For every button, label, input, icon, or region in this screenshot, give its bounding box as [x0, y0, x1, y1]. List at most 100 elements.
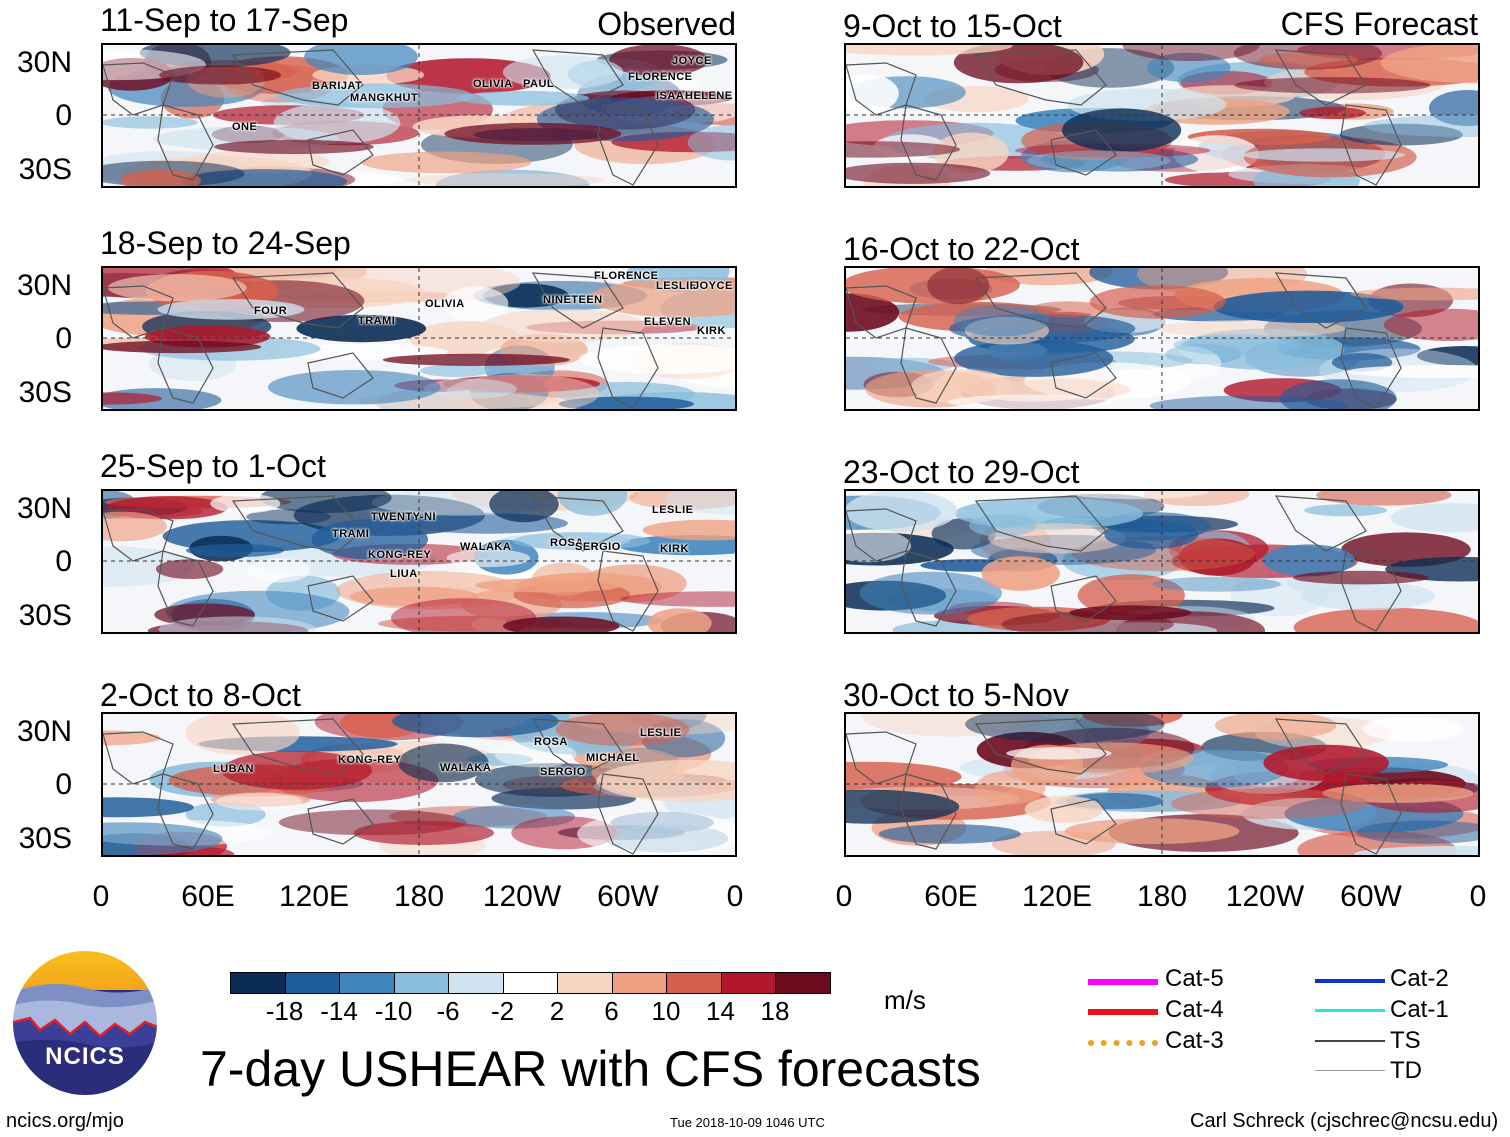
lon-label: 120W [482, 880, 562, 913]
map-panel-forecast-4 [844, 712, 1480, 857]
storm-label: TRAMI [332, 528, 370, 540]
footer-author: Carl Schreck (cjschrec@ncsu.edu) [1190, 1110, 1499, 1132]
legend-ts-label: TS [1390, 1027, 1421, 1054]
storm-label: ELEVEN [644, 316, 692, 328]
legend-line-cat5 [1088, 979, 1158, 985]
storm-label: KONG-REY [338, 754, 402, 766]
lat-label-30n: 30N [16, 715, 72, 748]
storm-label: MANGKHUT [350, 92, 419, 104]
main-title: 7-day USHEAR with CFS forecasts [200, 1041, 981, 1097]
storm-label: MICHAEL [586, 752, 640, 764]
colorbar-cell [284, 972, 340, 994]
legend-cat4-label: Cat-4 [1165, 996, 1224, 1023]
storm-label: ROSA [550, 537, 584, 549]
lat-label-30s: 30S [18, 153, 72, 186]
legend-cat3-label: Cat-3 [1165, 1027, 1224, 1054]
colorbar-tick-label: 6 [604, 996, 619, 1026]
panel-title-right-2: 16-Oct to 22-Oct [843, 231, 1080, 267]
storm-label: FLORENCE [594, 270, 659, 282]
colorbar-tick-label: 14 [706, 996, 735, 1026]
storm-label: PAUL [523, 78, 555, 90]
lat-label-30n: 30N [16, 46, 72, 79]
colorbar-tick-label: -14 [320, 996, 358, 1026]
lon-label: 60W [597, 880, 659, 913]
storm-label: TRAMI [358, 315, 396, 327]
legend-cat5-label: Cat-5 [1165, 965, 1224, 992]
lon-label: 60W [1340, 880, 1402, 913]
storm-label: BARIJAT [312, 80, 363, 92]
lon-label: 120E [278, 880, 350, 913]
lat-label-30n: 30N [16, 269, 72, 302]
footer-url: ncics.org/mjo [6, 1110, 124, 1132]
storm-label: LUBAN [213, 763, 254, 775]
lon-label: 60E [924, 880, 978, 913]
storm-label: WALAKA [460, 541, 512, 553]
logo-text: NCICS [45, 1043, 125, 1070]
colorbar-cell [775, 972, 831, 994]
lon-label: 120E [1021, 880, 1093, 913]
lon-label: 0 [1469, 880, 1487, 913]
lat-label-30s: 30S [18, 376, 72, 409]
lon-label: 0 [726, 880, 744, 913]
panel-title-left-4: 2-Oct to 8-Oct [100, 677, 301, 713]
colorbar-cell [611, 972, 667, 994]
map-panel-observed-2 [101, 266, 737, 411]
storm-label: LESLIE [656, 280, 698, 292]
storm-label: HELENE [685, 90, 733, 102]
map-panel-observed-3 [101, 489, 737, 634]
storm-label: JOYCE [693, 280, 733, 292]
lon-label: 60E [181, 880, 235, 913]
lon-label: 180 [1136, 880, 1188, 913]
map-panel-forecast-2 [844, 266, 1480, 411]
colorbar-cell [448, 972, 504, 994]
legend-line-ts [1315, 1040, 1385, 1042]
map-panel-observed-1 [101, 43, 737, 188]
colorbar-cell [502, 972, 558, 994]
storm-label: LESLIE [640, 727, 682, 739]
storm-label: OLIVIA [473, 78, 513, 90]
colorbar-cell [230, 972, 286, 994]
legend-line-cat2 [1315, 979, 1385, 983]
map-panel-observed-4 [101, 712, 737, 857]
panel-title-right-3: 23-Oct to 29-Oct [843, 454, 1080, 490]
storm-label: JOYCE [672, 55, 712, 67]
lon-label: 0 [835, 880, 853, 913]
footer-timestamp: Tue 2018-10-09 1046 UTC [670, 1115, 825, 1130]
lon-label: 120W [1225, 880, 1305, 913]
storm-label: FOUR [254, 305, 288, 317]
lon-label: 0 [92, 880, 110, 913]
storm-label: WALAKA [440, 762, 492, 774]
lat-label-30s: 30S [18, 599, 72, 632]
storm-label: ONE [232, 121, 258, 133]
colorbar-tick-label: 10 [651, 996, 681, 1026]
legend-line-cat3 [1088, 1040, 1158, 1046]
panel-title-right-4: 30-Oct to 5-Nov [843, 677, 1069, 713]
legend-line-cat1 [1315, 1009, 1385, 1012]
colorbar-tick-label: 18 [760, 996, 790, 1026]
storm-label: OLIVIA [425, 298, 465, 310]
storm-label: ISAAC [656, 90, 693, 102]
storm-label: NINETEEN [543, 294, 603, 306]
panel-title-left-3: 25-Sep to 1-Oct [100, 448, 326, 484]
colorbar-tick-label: -6 [436, 996, 460, 1026]
legend-cat2-label: Cat-2 [1390, 965, 1449, 992]
panel-title-left-2: 18-Sep to 24-Sep [100, 225, 351, 261]
lat-label-eq: 0 [55, 545, 72, 578]
storm-label: KIRK [697, 325, 726, 337]
forecast-label: CFS Forecast [1280, 6, 1478, 42]
storm-label: LIUA [390, 568, 418, 580]
colorbar-cell [393, 972, 449, 994]
legend-cat1-label: Cat-1 [1390, 996, 1449, 1023]
map-panel-forecast-3 [844, 489, 1480, 634]
observed-label: Observed [597, 6, 736, 42]
storm-label: ROSA [534, 736, 568, 748]
lat-label-30s: 30S [18, 822, 72, 855]
colorbar-tick-label: -10 [374, 996, 413, 1026]
ncics-logo: NCICS [10, 948, 160, 1098]
lat-label-eq: 0 [55, 99, 72, 132]
storm-label: TWENTY-NI [371, 511, 436, 523]
lat-label-eq: 0 [55, 322, 72, 355]
lat-label-eq: 0 [55, 768, 72, 801]
colorbar-tick-label: -18 [265, 996, 304, 1026]
storm-label: KIRK [660, 543, 689, 555]
